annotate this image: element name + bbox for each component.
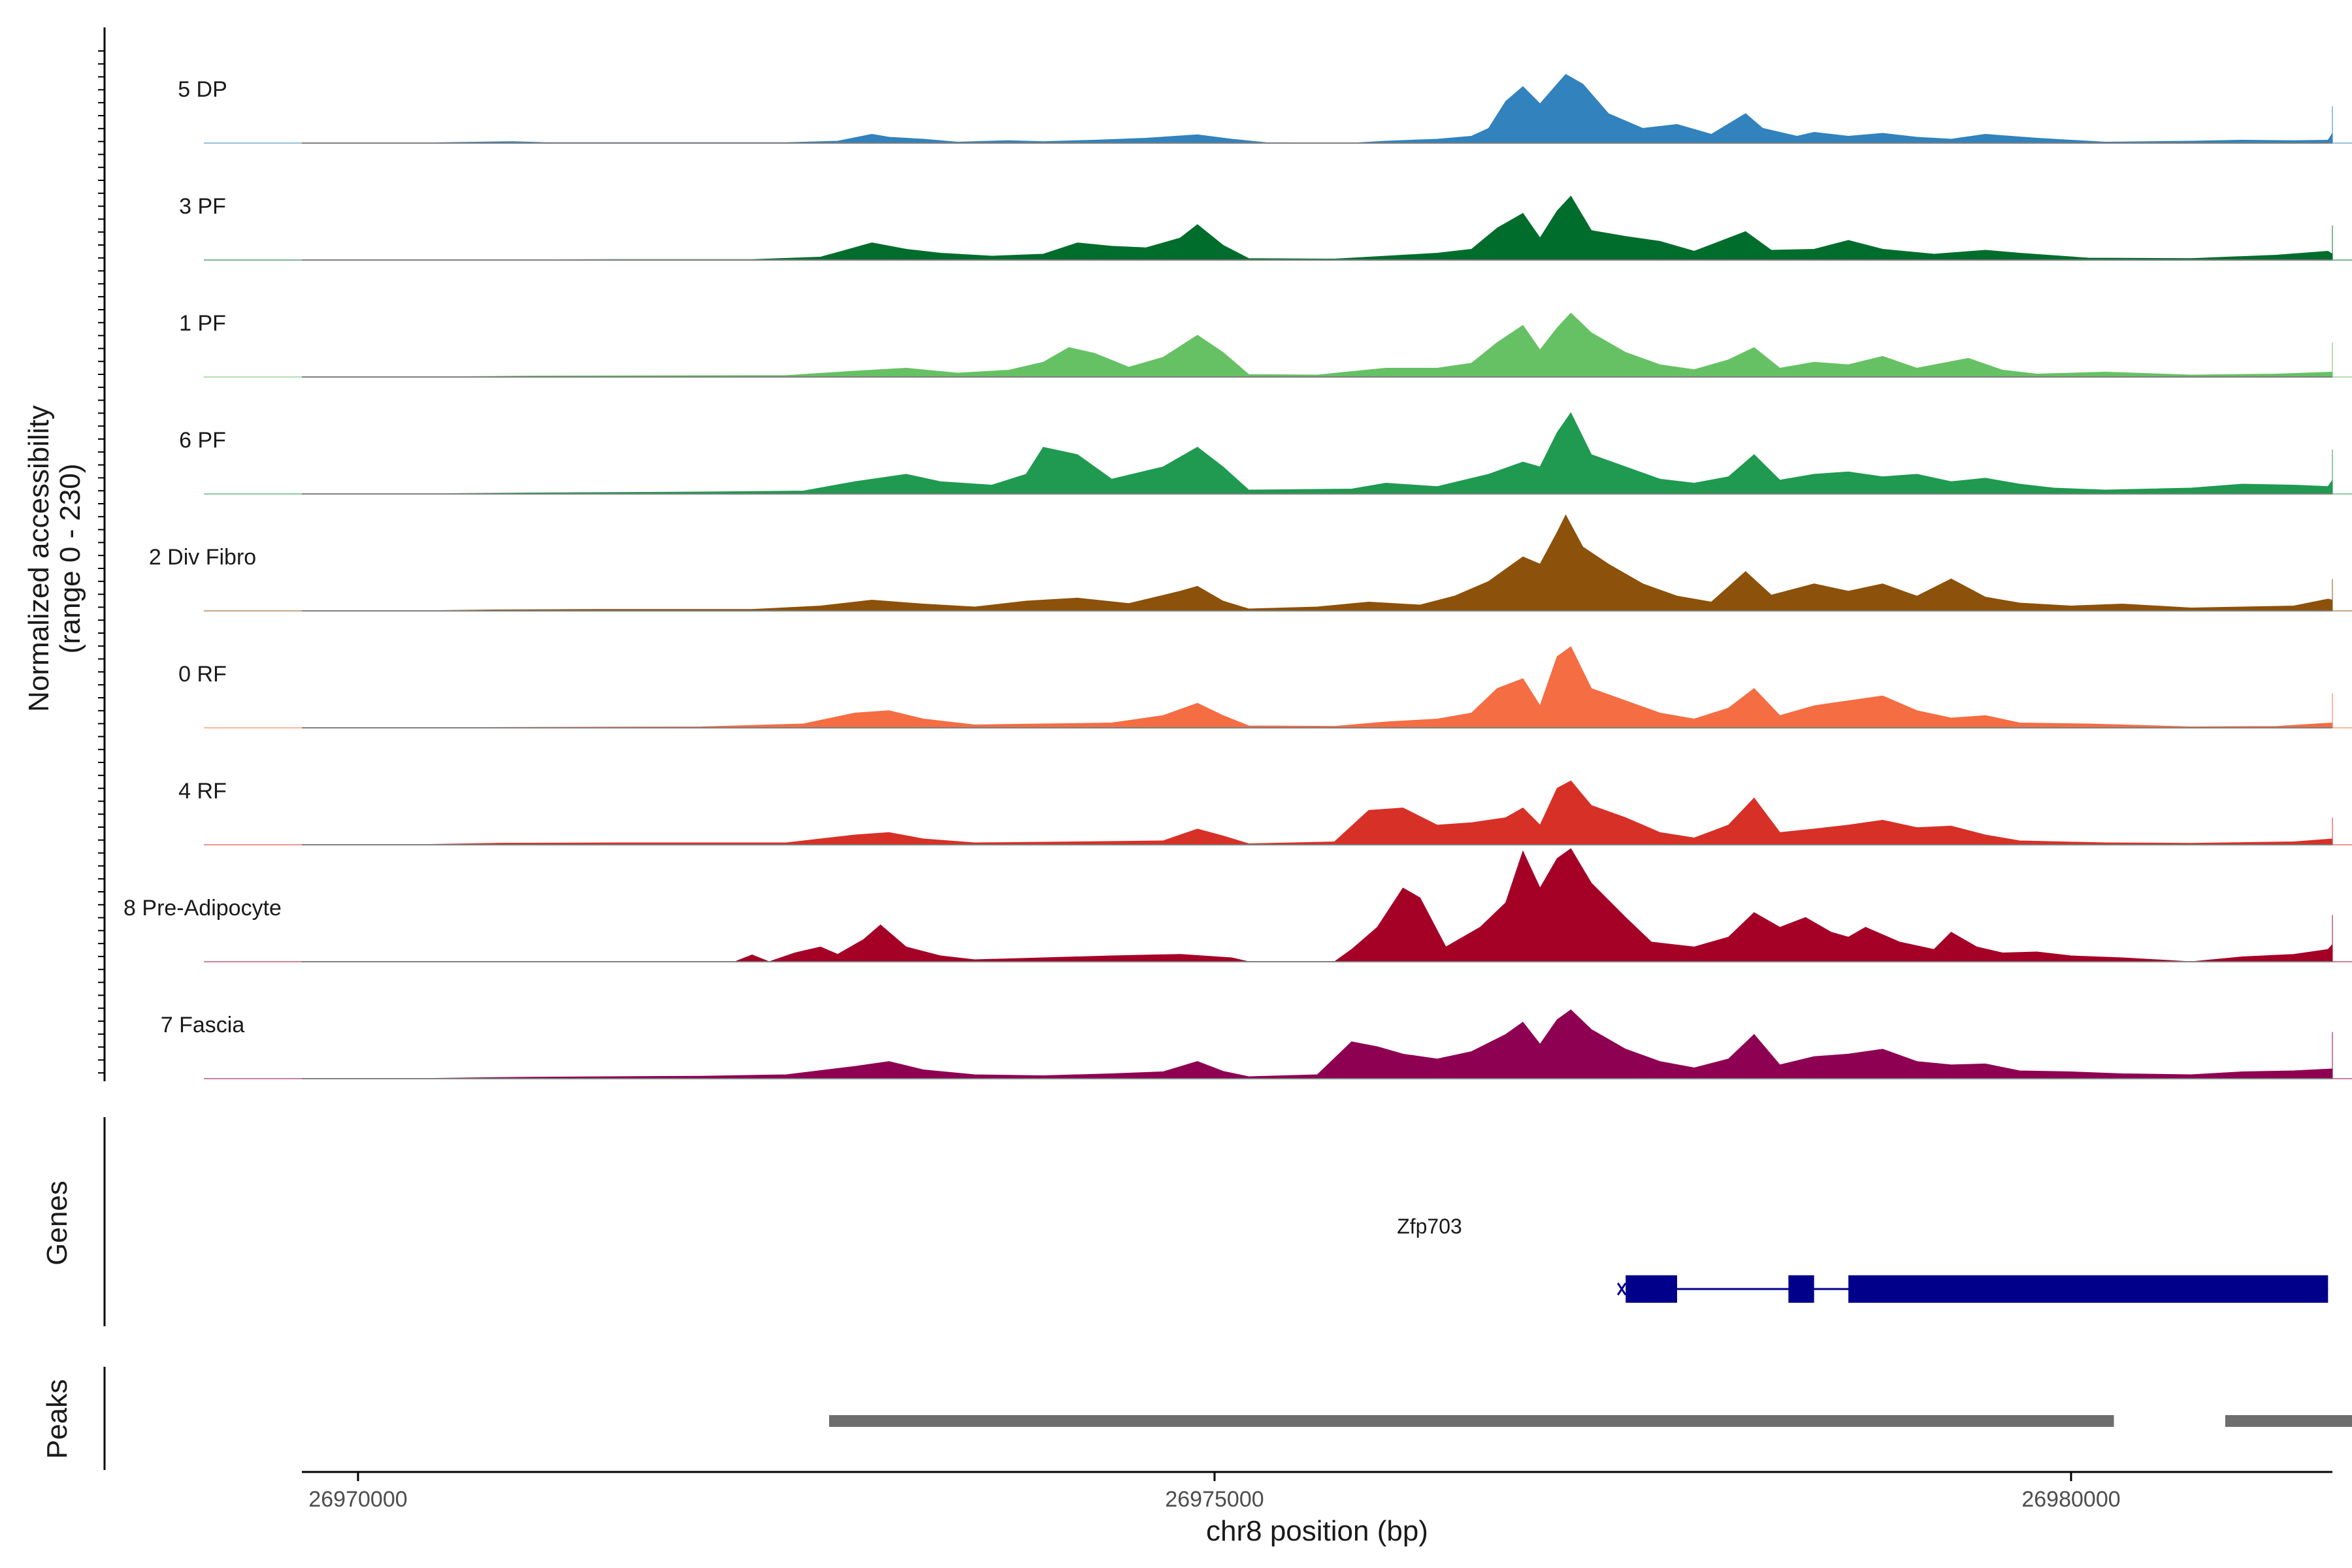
x-tick-label: 26970000 xyxy=(308,1487,407,1512)
track-1-pf: 1 PF xyxy=(179,311,2352,378)
x-tick-label: 26975000 xyxy=(1165,1487,1264,1512)
coverage-area xyxy=(204,74,2352,144)
x-axis-title: chr8 position (bp) xyxy=(1206,1515,1428,1547)
track-7-fascia: 7 Fascia xyxy=(161,1009,2352,1079)
track-label: 4 RF xyxy=(178,779,227,804)
track-label: 6 PF xyxy=(179,428,226,453)
track-label: 0 RF xyxy=(178,662,227,687)
track-label: 7 Fascia xyxy=(161,1013,245,1037)
track-2-div-fibro: 2 Div Fibro xyxy=(149,514,2352,612)
track-4-rf: 4 RF xyxy=(178,779,2352,845)
track-3-pf: 3 PF xyxy=(179,194,2352,261)
gene-exon xyxy=(1625,1275,1677,1303)
y-axis-range-title: (range 0 - 230) xyxy=(54,463,86,653)
gene-name-label: Zfp703 xyxy=(1397,1215,1462,1238)
x-tick-label: 26980000 xyxy=(2021,1487,2120,1512)
gene-exon xyxy=(1788,1275,1814,1303)
coverage-tracks: 5 DP 3 PF 1 PF 6 PF 2 Div Fibro 0 RF 4 RF 8 Pre… xyxy=(123,74,2352,1079)
peak-regions xyxy=(829,1415,2352,1427)
coverage-area xyxy=(204,412,2352,495)
strand-arrow-icon xyxy=(1617,1282,1627,1296)
gene-model xyxy=(1617,1275,2328,1303)
peaks-track-title: Peaks xyxy=(41,1379,73,1459)
track-label: 3 PF xyxy=(179,194,226,219)
coverage-y-axis xyxy=(98,27,106,1081)
track-0-rf: 0 RF xyxy=(178,646,2352,728)
x-axis-ticks: 26970000269750002698000026985000 xyxy=(308,1472,2121,1512)
coverage-area xyxy=(204,780,2352,845)
track-6-pf: 6 PF xyxy=(179,412,2352,495)
peak-bar xyxy=(2225,1415,2352,1427)
coverage-area xyxy=(204,646,2352,728)
track-label: 5 DP xyxy=(178,77,227,102)
coverage-area xyxy=(204,848,2352,962)
coverage-area xyxy=(204,514,2352,612)
coverage-area xyxy=(204,312,2352,378)
peak-bar xyxy=(829,1415,2114,1427)
coverage-area xyxy=(204,195,2352,261)
track-label: 1 PF xyxy=(179,311,226,336)
y-axis-title: Normalized accessibility xyxy=(23,405,55,711)
track-8-pre-adipocyte: 8 Pre-Adipocyte xyxy=(123,848,2352,962)
track-5-dp: 5 DP xyxy=(178,74,2352,144)
gene-exon xyxy=(1848,1275,2328,1303)
coverage-area xyxy=(204,1009,2352,1079)
track-label: 2 Div Fibro xyxy=(149,545,256,570)
genes-track-title: Genes xyxy=(41,1181,73,1266)
track-label: 8 Pre-Adipocyte xyxy=(123,896,282,921)
